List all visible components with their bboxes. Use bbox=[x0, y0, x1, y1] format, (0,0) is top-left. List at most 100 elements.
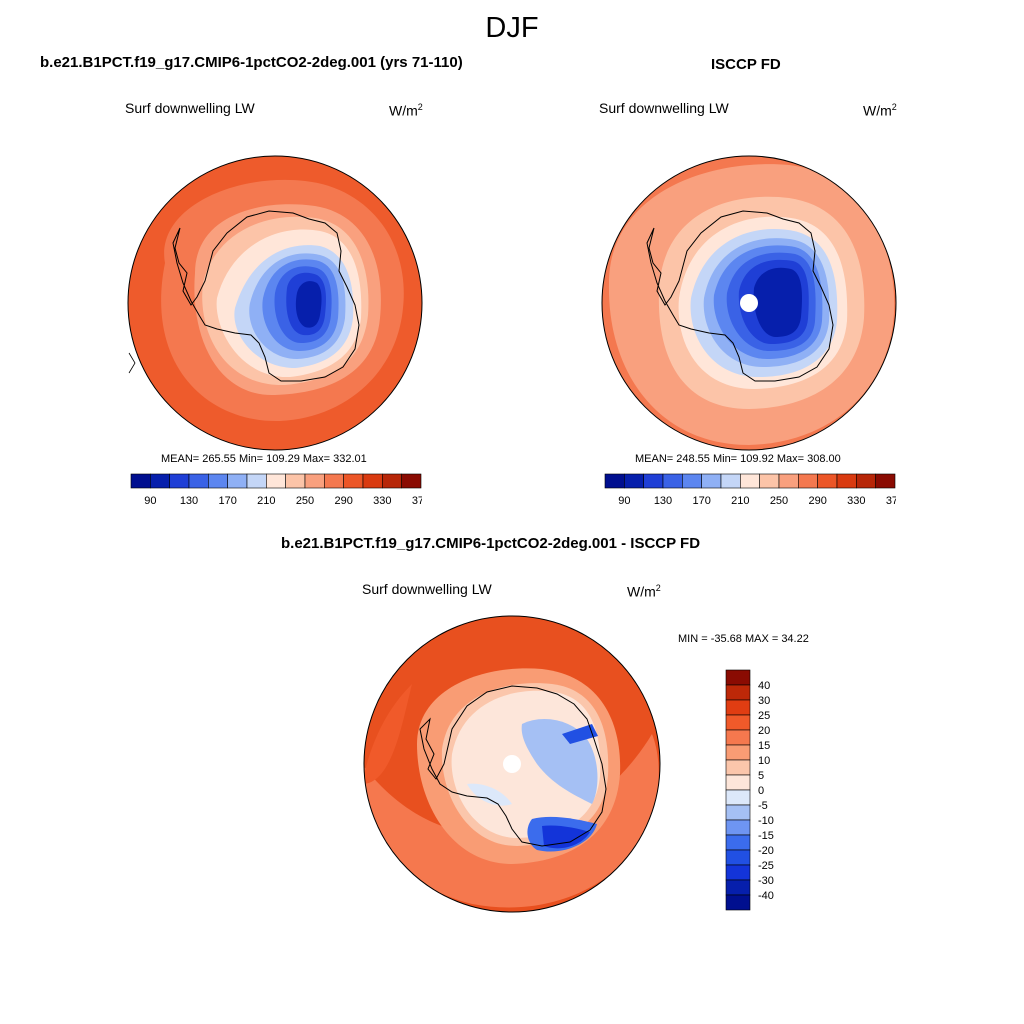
model-colorbar: 90 130 170 210 250 290 330 370 bbox=[130, 473, 422, 507]
model-colorbar-cell bbox=[382, 473, 402, 489]
page-title: DJF bbox=[485, 12, 539, 44]
model-variable-label: Surf downwelling LW bbox=[125, 100, 255, 116]
obs-colorbar-tick: 210 bbox=[731, 495, 749, 507]
obs-colorbar-tick: 370 bbox=[886, 495, 896, 507]
model-colorbar-cell bbox=[246, 473, 267, 489]
obs-panel-title: ISCCP FD bbox=[711, 56, 781, 73]
diff-variable-label: Surf downwelling LW bbox=[362, 581, 492, 597]
obs-colorbar-cell bbox=[856, 473, 876, 489]
model-panel-title: b.e21.B1PCT.f19_g17.CMIP6-1pctCO2-2deg.0… bbox=[40, 54, 463, 71]
obs-colorbar-tick: 130 bbox=[654, 495, 672, 507]
obs-polar-map bbox=[601, 155, 897, 451]
obs-colorbar-cell bbox=[682, 473, 702, 489]
diff-colorbar-tick: 15 bbox=[758, 740, 770, 752]
diff-colorbar-tick: -20 bbox=[758, 845, 774, 857]
model-colorbar-cell bbox=[150, 473, 170, 489]
diff-colorbar-tick: 25 bbox=[758, 710, 770, 722]
obs-map-border bbox=[601, 155, 897, 451]
diff-colorbar-cell bbox=[725, 729, 751, 746]
diff-field-east-dark bbox=[562, 724, 598, 744]
model-colorbar-cell bbox=[362, 473, 383, 489]
model-colorbar-cell bbox=[324, 473, 344, 489]
diff-field-south-dark bbox=[542, 825, 590, 849]
diff-map-border bbox=[363, 615, 661, 913]
diff-colorbar-cell bbox=[725, 804, 751, 821]
obs-stats: MEAN= 248.55 Min= 109.92 Max= 308.00 bbox=[635, 453, 841, 465]
diff-units-label: W/m2 bbox=[627, 583, 661, 600]
diff-colorbar-cell bbox=[725, 759, 751, 776]
obs-colorbar-cell bbox=[662, 473, 683, 489]
model-stats: MEAN= 265.55 Min= 109.29 Max= 332.01 bbox=[161, 453, 367, 465]
obs-colorbar-cell bbox=[875, 473, 896, 489]
model-colorbar-tick: 170 bbox=[218, 495, 236, 507]
model-units-label: W/m2 bbox=[389, 102, 423, 119]
obs-colorbar-tick: 90 bbox=[618, 495, 630, 507]
diff-colorbar-tick: -25 bbox=[758, 860, 774, 872]
model-colorbar-tick: 370 bbox=[412, 495, 422, 507]
obs-colorbar: 90 130 170 210 250 290 330 370 bbox=[604, 473, 896, 507]
diff-colorbar-tick: 40 bbox=[758, 680, 770, 692]
diff-colorbar-tick: 30 bbox=[758, 695, 770, 707]
obs-colorbar-cell bbox=[817, 473, 838, 489]
diff-field-ross bbox=[467, 783, 512, 806]
obs-colorbar-tick: 170 bbox=[692, 495, 710, 507]
obs-colorbar-cell bbox=[836, 473, 857, 489]
model-colorbar-cell bbox=[343, 473, 364, 489]
diff-colorbar-tick: 0 bbox=[758, 785, 764, 797]
diff-panel-title: b.e21.B1PCT.f19_g17.CMIP6-1pctCO2-2deg.0… bbox=[281, 535, 701, 552]
diff-colorbar-cell bbox=[725, 744, 751, 761]
diff-polar-map bbox=[363, 615, 661, 913]
diff-colorbar-cell bbox=[725, 894, 751, 911]
diff-field-west bbox=[364, 684, 412, 784]
obs-colorbar-cell bbox=[798, 473, 818, 489]
model-colorbar-tick: 250 bbox=[296, 495, 314, 507]
diff-colorbar-tick: -30 bbox=[758, 875, 774, 887]
model-colorbar-cell bbox=[208, 473, 228, 489]
model-colorbar-tick: 210 bbox=[257, 495, 275, 507]
diff-coastline bbox=[419, 685, 607, 847]
model-colorbar-cell bbox=[266, 473, 286, 489]
obs-pole-hole bbox=[740, 294, 758, 312]
diff-colorbar-tick: 20 bbox=[758, 725, 770, 737]
diff-stats: MIN = -35.68 MAX = 34.22 bbox=[678, 633, 809, 645]
model-colorbar-cell bbox=[169, 473, 190, 489]
model-colorbar-tick: 90 bbox=[144, 495, 156, 507]
diff-colorbar-tick: -5 bbox=[758, 800, 768, 812]
diff-colorbar-tick: -10 bbox=[758, 815, 774, 827]
diff-colorbar-cell bbox=[725, 669, 751, 686]
obs-colorbar-cell bbox=[740, 473, 760, 489]
model-colorbar-tick: 330 bbox=[373, 495, 391, 507]
model-colorbar-tick: 290 bbox=[334, 495, 352, 507]
obs-colorbar-cell bbox=[701, 473, 722, 489]
diff-colorbar-cell bbox=[725, 879, 751, 896]
obs-colorbar-cell bbox=[643, 473, 664, 489]
diff-colorbar-tick: -40 bbox=[758, 890, 774, 902]
diff-pole-hole bbox=[503, 755, 521, 773]
obs-colorbar-tick: 250 bbox=[770, 495, 788, 507]
model-south-america-tip bbox=[128, 352, 136, 374]
obs-colorbar-cell bbox=[720, 473, 741, 489]
model-colorbar-cell bbox=[285, 473, 306, 489]
obs-colorbar-cell bbox=[604, 473, 625, 489]
obs-colorbar-cell bbox=[778, 473, 799, 489]
model-coastline bbox=[172, 210, 360, 382]
diff-colorbar-tick: 10 bbox=[758, 755, 770, 767]
model-polar-map bbox=[127, 155, 423, 451]
diff-colorbar-cell bbox=[725, 789, 751, 806]
diff-field-south bbox=[364, 734, 659, 908]
diff-colorbar-cell bbox=[725, 774, 751, 791]
diff-colorbar-cell bbox=[725, 684, 751, 701]
model-colorbar-cell bbox=[401, 473, 422, 489]
obs-colorbar-cell bbox=[759, 473, 780, 489]
diff-colorbar-cell bbox=[725, 714, 751, 731]
model-colorbar-cell bbox=[188, 473, 209, 489]
model-colorbar-cell bbox=[227, 473, 248, 489]
model-colorbar-tick: 130 bbox=[180, 495, 198, 507]
obs-colorbar-tick: 330 bbox=[847, 495, 865, 507]
obs-variable-label: Surf downwelling LW bbox=[599, 100, 729, 116]
model-colorbar-cell bbox=[304, 473, 325, 489]
diff-colorbar-cell bbox=[725, 699, 751, 716]
diff-colorbar-tick: -15 bbox=[758, 830, 774, 842]
obs-colorbar-tick: 290 bbox=[808, 495, 826, 507]
diff-colorbar-cell bbox=[725, 849, 751, 866]
